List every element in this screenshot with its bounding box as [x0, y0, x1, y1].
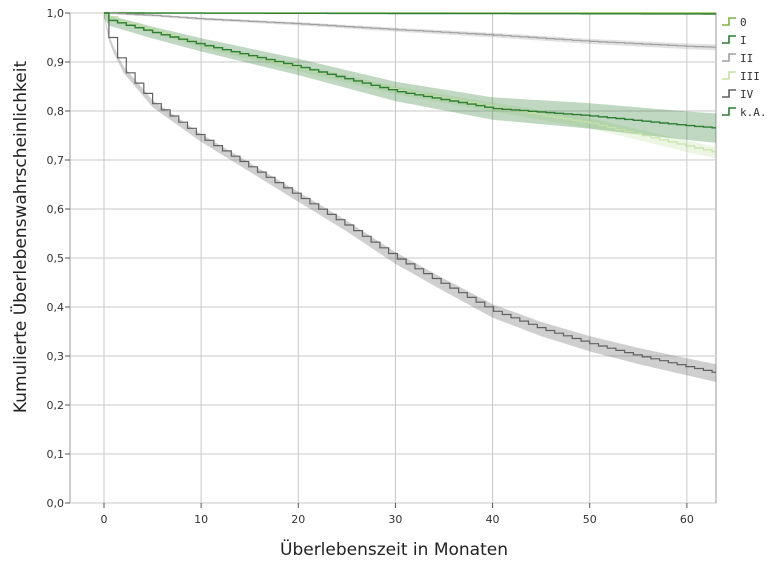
x-tick-label: 10	[194, 513, 208, 526]
y-tick-label: 0,6	[47, 203, 65, 216]
y-tick-label: 0,7	[47, 154, 65, 167]
series-line-layer	[104, 12, 716, 373]
y-axis-title: Kumulierte Überlebenswahrscheinlichkeit	[9, 61, 31, 414]
x-tick-label: 0	[101, 513, 108, 526]
y-tick-label: 0,1	[47, 448, 65, 461]
ci-band-layer	[104, 13, 716, 382]
y-tick-label: 0,2	[47, 399, 65, 412]
x-tick-label: 60	[680, 513, 694, 526]
legend-label: k.A.	[740, 106, 767, 119]
x-tick-label: 20	[291, 513, 305, 526]
grid-layer	[69, 12, 717, 504]
y-tick-label: 1,0	[47, 7, 65, 20]
x-tick-label: 40	[486, 513, 500, 526]
series-line-2	[104, 12, 716, 48]
ci-band-series-5	[104, 13, 716, 143]
series-line-1	[104, 12, 716, 15]
legend-item: k.A.	[722, 106, 767, 119]
legend-swatch	[722, 35, 736, 44]
legend-item: III	[722, 70, 760, 83]
y-tick-label: 0,5	[47, 252, 65, 265]
ci-band-series-4	[104, 13, 716, 382]
y-tick-label: 0,9	[47, 56, 65, 69]
y-tick-label: 0,8	[47, 105, 65, 118]
axis-layer: 0,0 0,1 0,2 0,3 0,4 0,5 0,6 0,7 0,8 0,9 1,0 0 10 20 30…	[47, 7, 694, 526]
legend-swatch	[722, 17, 736, 26]
series-line-4	[104, 12, 716, 373]
legend-label: IV	[740, 88, 754, 101]
legend-swatch	[722, 53, 736, 62]
legend-swatch	[722, 107, 736, 116]
legend-swatch	[722, 89, 736, 98]
x-tick-label: 50	[583, 513, 597, 526]
y-tick-label: 0,3	[47, 350, 65, 363]
legend-label: II	[740, 52, 753, 65]
legend-item: 0	[722, 16, 747, 29]
y-tick-label: 0,0	[47, 497, 65, 510]
legend-label: III	[740, 70, 760, 83]
x-axis-title: Überlebenszeit in Monaten	[280, 538, 508, 560]
legend-item: I	[722, 34, 747, 47]
y-tick-label: 0,4	[47, 301, 65, 314]
series-line-5	[104, 12, 716, 129]
legend-swatch	[722, 71, 736, 80]
ci-band-series-3	[104, 13, 716, 159]
legend-item: IV	[722, 88, 754, 101]
x-tick-label: 30	[388, 513, 402, 526]
legend-label: 0	[740, 16, 747, 29]
legend-item: II	[722, 52, 753, 65]
legend-label: I	[740, 34, 747, 47]
